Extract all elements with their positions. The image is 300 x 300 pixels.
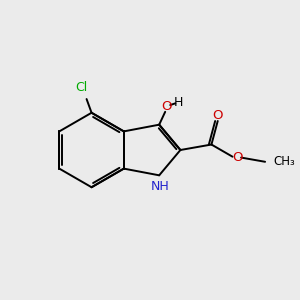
Text: H: H bbox=[173, 96, 183, 109]
Text: CH₃: CH₃ bbox=[273, 155, 295, 168]
Text: O: O bbox=[162, 100, 172, 113]
Text: NH: NH bbox=[150, 180, 169, 193]
Text: O: O bbox=[212, 110, 223, 122]
Text: Cl: Cl bbox=[76, 81, 88, 94]
Text: O: O bbox=[232, 151, 243, 164]
